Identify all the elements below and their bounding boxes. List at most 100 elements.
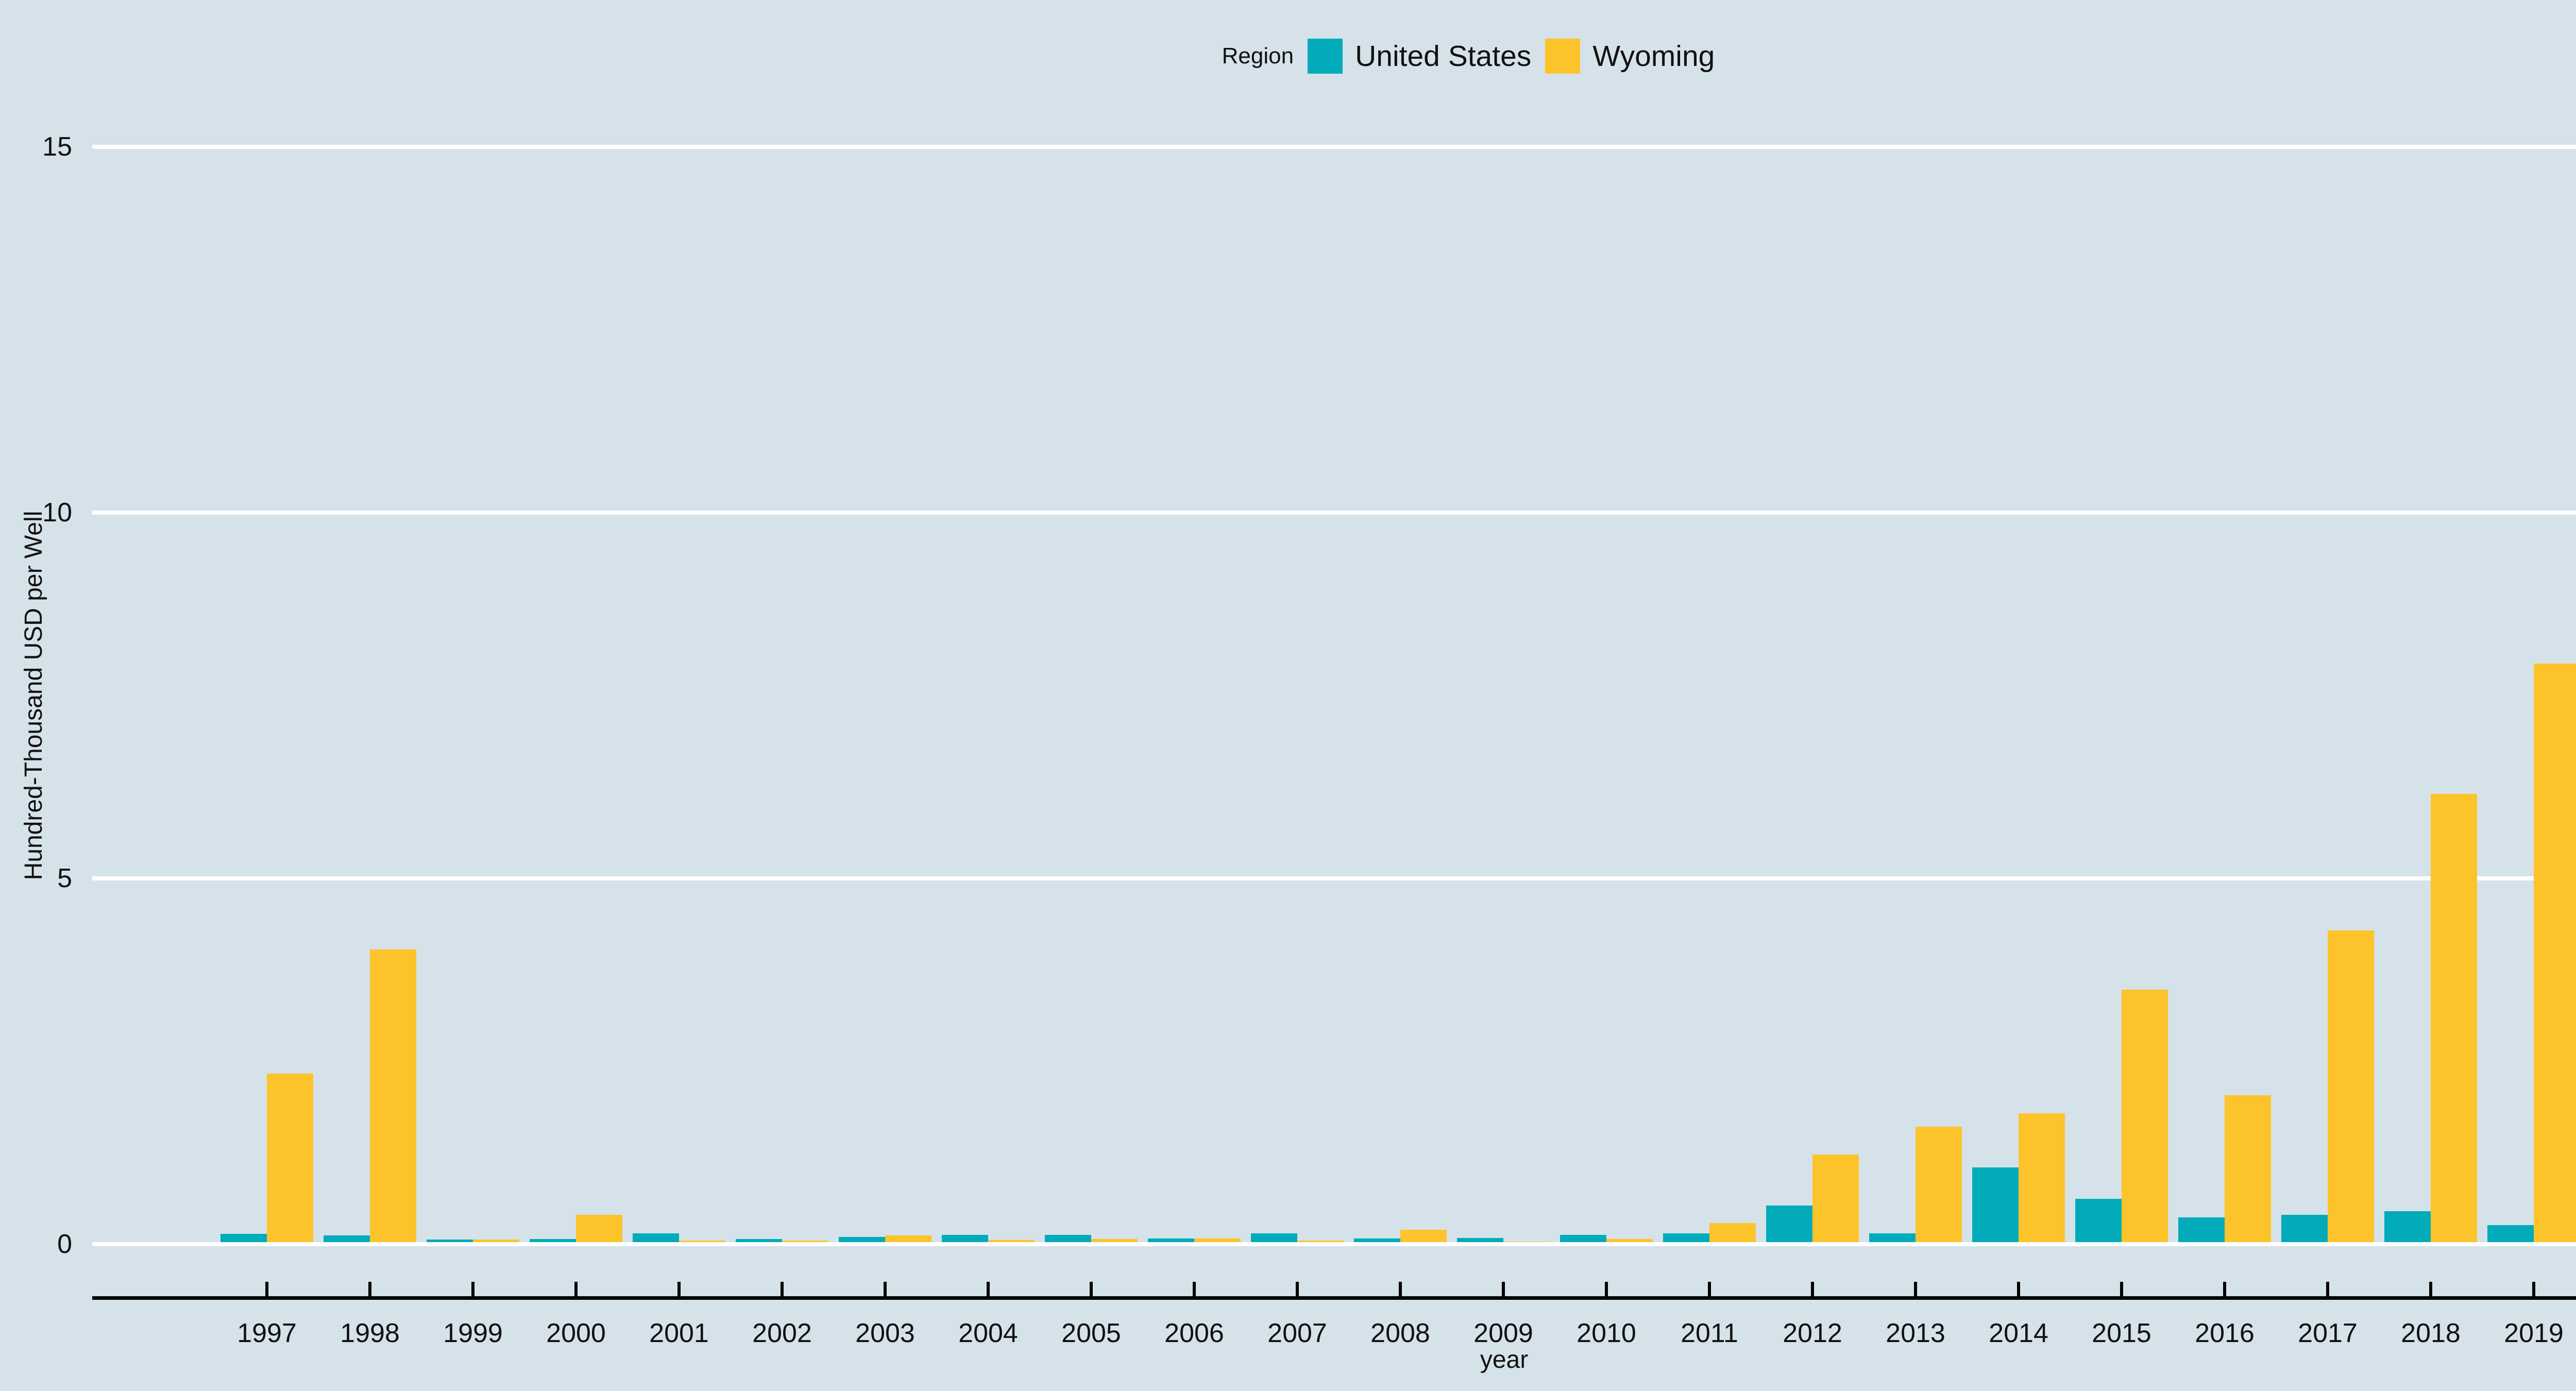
bar-wyoming-2007 (1297, 1241, 1344, 1242)
x-axis-line (92, 1296, 2576, 1300)
x-tick-2016 (2223, 1282, 2226, 1296)
bar-group-2007 (1251, 0, 1344, 1242)
x-tick-label-2002: 2002 (752, 1318, 812, 1348)
legend-label-wyoming: Wyoming (1592, 40, 1715, 73)
x-tick-1999 (471, 1282, 474, 1296)
x-tick-2000 (574, 1282, 578, 1296)
x-tick-label-2012: 2012 (1783, 1318, 1842, 1348)
bar-wyoming-2000 (576, 1215, 622, 1242)
legend-item-united-states: United States (1308, 39, 1531, 74)
x-tick-label-2015: 2015 (2092, 1318, 2151, 1348)
bar-group-2009 (1457, 0, 1550, 1242)
bar-united-states-2008 (1354, 1239, 1400, 1242)
x-tick-2014 (2017, 1282, 2020, 1296)
x-tick-2002 (781, 1282, 784, 1296)
bar-united-states-2015 (2075, 1199, 2122, 1242)
x-tick-label-2000: 2000 (546, 1318, 606, 1348)
x-tick-2008 (1399, 1282, 1402, 1296)
bar-united-states-1998 (324, 1235, 370, 1242)
x-tick-2009 (1502, 1282, 1505, 1296)
y-tick-label-5: 5 (57, 863, 72, 893)
legend-swatch-united-states (1308, 39, 1343, 74)
x-tick-label-2013: 2013 (1886, 1318, 1945, 1348)
y-tick-label-10: 10 (42, 498, 72, 528)
bar-group-2002 (736, 0, 828, 1242)
bar-group-2012 (1766, 0, 1859, 1242)
legend-title: Region (1222, 43, 1294, 69)
bar-group-2004 (942, 0, 1035, 1242)
bar-united-states-2017 (2281, 1215, 2328, 1242)
bar-group-2018 (2384, 0, 2477, 1242)
x-tick-label-2018: 2018 (2401, 1318, 2461, 1348)
bar-group-2003 (839, 0, 931, 1242)
bar-wyoming-2015 (2122, 990, 2168, 1242)
bar-wyoming-2012 (1812, 1155, 1859, 1242)
legend: Region United States Wyoming (0, 36, 2576, 76)
bar-wyoming-1998 (370, 949, 416, 1242)
bar-united-states-2000 (530, 1239, 576, 1242)
bar-group-2001 (633, 0, 725, 1242)
bar-united-states-2007 (1251, 1233, 1297, 1242)
x-tick-2003 (884, 1282, 887, 1296)
bar-wyoming-2006 (1194, 1239, 1241, 1242)
bar-group-1998 (324, 0, 416, 1242)
y-tick-label-0: 0 (57, 1229, 72, 1259)
bar-group-1999 (427, 0, 519, 1242)
x-tick-2018 (2429, 1282, 2432, 1296)
bar-united-states-2005 (1045, 1235, 1091, 1242)
bar-group-2017 (2281, 0, 2374, 1242)
x-tick-label-2004: 2004 (958, 1318, 1018, 1348)
bar-wyoming-1999 (473, 1240, 519, 1242)
bar-wyoming-2013 (1916, 1127, 1962, 1242)
bar-united-states-2019 (2487, 1225, 2534, 1242)
bar-united-states-2002 (736, 1239, 782, 1242)
x-tick-2001 (677, 1282, 681, 1296)
x-tick-label-2010: 2010 (1577, 1318, 1636, 1348)
y-tick-label-15: 15 (42, 132, 72, 162)
x-tick-label-2009: 2009 (1473, 1318, 1533, 1348)
bar-united-states-2016 (2178, 1217, 2225, 1242)
x-tick-label-1997: 1997 (237, 1318, 297, 1348)
bar-united-states-2001 (633, 1233, 679, 1242)
x-tick-2013 (1914, 1282, 1917, 1296)
bar-wyoming-2016 (2225, 1095, 2271, 1242)
bar-group-1997 (221, 0, 313, 1242)
gridline-0 (92, 1242, 2576, 1246)
bar-united-states-2006 (1148, 1239, 1194, 1242)
x-tick-label-2005: 2005 (1061, 1318, 1121, 1348)
x-tick-label-2006: 2006 (1164, 1318, 1224, 1348)
bar-wyoming-1997 (267, 1074, 313, 1242)
bar-group-2006 (1148, 0, 1241, 1242)
bar-united-states-2009 (1457, 1238, 1503, 1242)
bar-united-states-2014 (1972, 1167, 2019, 1242)
bar-wyoming-2018 (2431, 794, 2477, 1242)
bar-wyoming-2017 (2328, 930, 2374, 1242)
bar-group-2008 (1354, 0, 1447, 1242)
x-tick-2015 (2120, 1282, 2123, 1296)
x-tick-label-2017: 2017 (2298, 1318, 2358, 1348)
bar-wyoming-2010 (1606, 1239, 1653, 1242)
bar-wyoming-2011 (1709, 1223, 1756, 1242)
bar-group-2016 (2178, 0, 2271, 1242)
bar-group-2000 (530, 0, 622, 1242)
x-tick-label-2011: 2011 (1681, 1318, 1738, 1348)
x-tick-label-1999: 1999 (443, 1318, 503, 1348)
x-tick-label-2019: 2019 (2504, 1318, 2564, 1348)
legend-item-wyoming: Wyoming (1545, 39, 1715, 74)
bar-wyoming-2019 (2534, 664, 2576, 1242)
x-tick-label-2001: 2001 (649, 1318, 709, 1348)
x-tick-2005 (1090, 1282, 1093, 1296)
bar-united-states-2004 (942, 1235, 988, 1242)
x-tick-label-2007: 2007 (1267, 1318, 1327, 1348)
bar-united-states-2012 (1766, 1206, 1812, 1242)
gridline-5 (92, 876, 2576, 880)
bar-wyoming-2008 (1400, 1230, 1447, 1242)
legend-swatch-wyoming (1545, 39, 1581, 74)
x-tick-label-2008: 2008 (1370, 1318, 1430, 1348)
x-tick-label-2003: 2003 (855, 1318, 915, 1348)
bar-wyoming-2002 (782, 1241, 828, 1242)
bar-wyoming-2004 (988, 1240, 1035, 1242)
bar-united-states-2018 (2384, 1211, 2431, 1242)
x-tick-2010 (1605, 1282, 1608, 1296)
bar-united-states-2010 (1560, 1235, 1606, 1242)
